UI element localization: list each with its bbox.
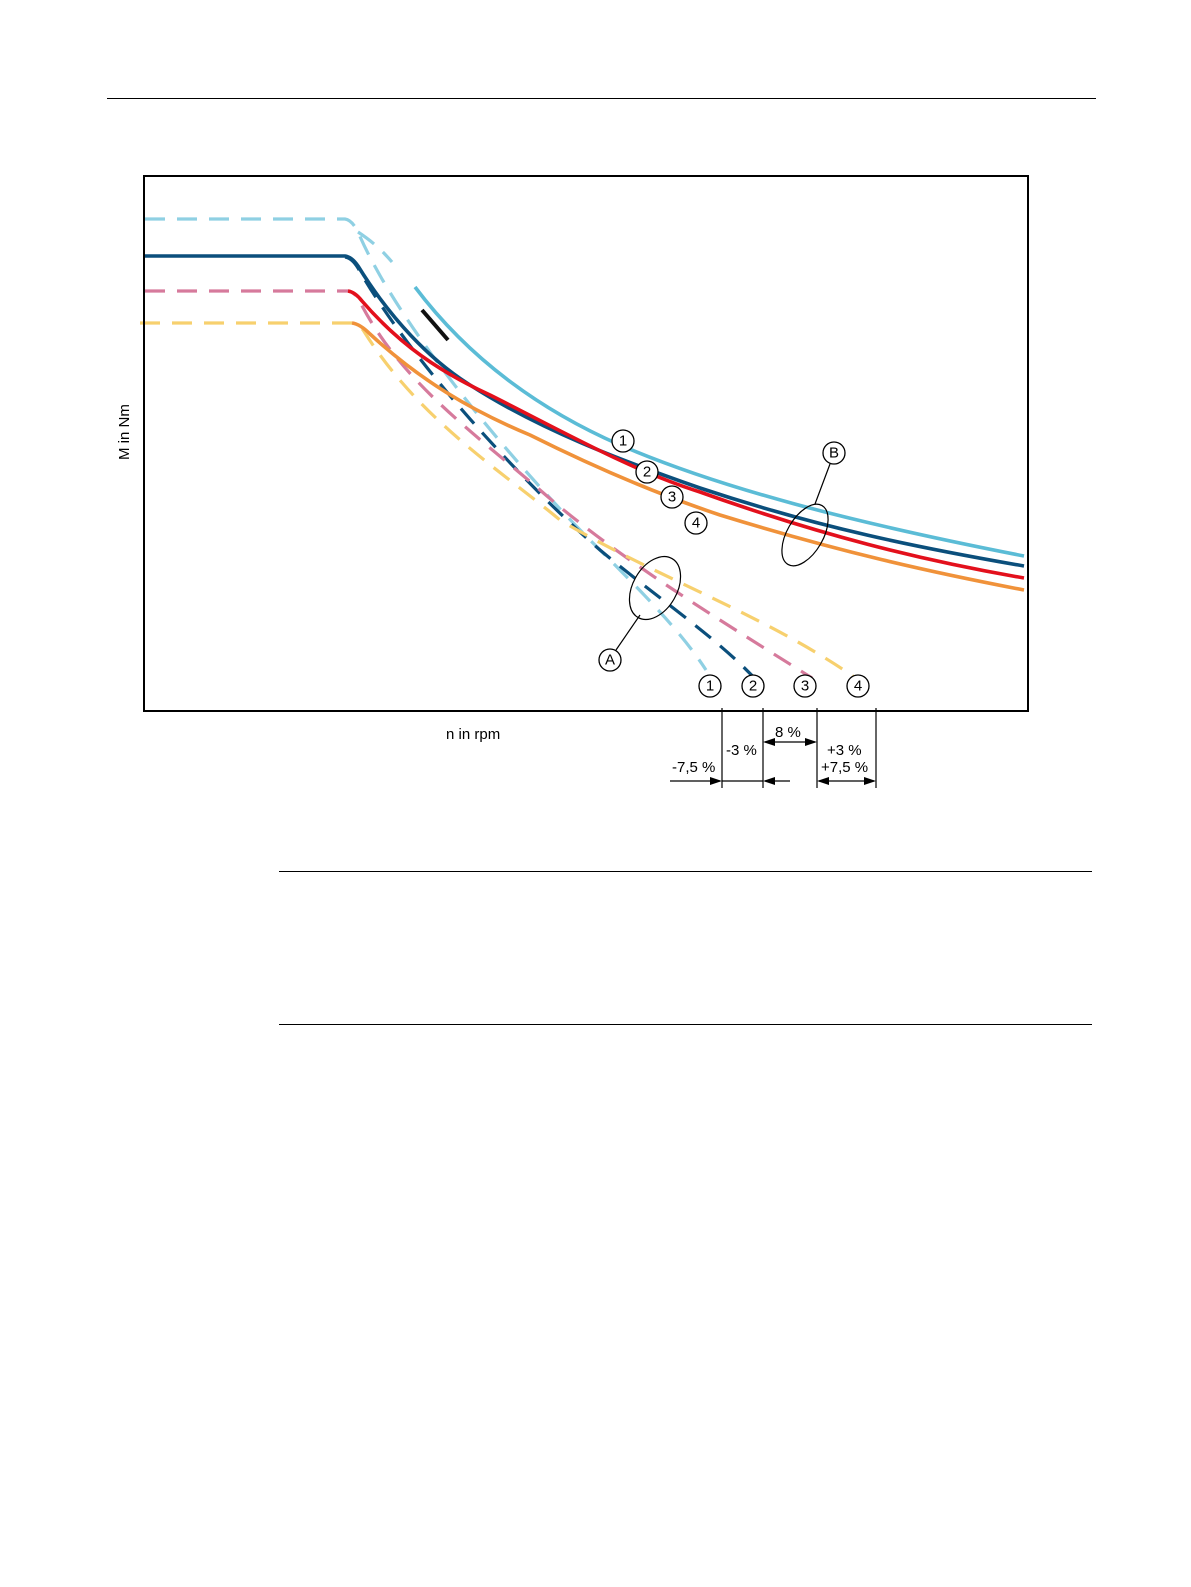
group-b-badge-text: B — [829, 445, 839, 462]
solid-badge-2-text: 2 — [643, 464, 651, 481]
section-rule-top — [279, 871, 1092, 872]
curve-1-dashed-upper — [357, 230, 394, 264]
group-b-marker: B — [781, 441, 846, 567]
solid-badge-3-text: 3 — [668, 489, 676, 506]
section-rule-bottom — [279, 1024, 1092, 1025]
curve-4-solid — [351, 321, 1025, 592]
solid-badge-1-text: 1 — [619, 433, 627, 450]
group-b-leader — [814, 463, 831, 505]
dashed-curve-badges: 1 2 3 4 — [698, 674, 870, 698]
curve-3-solid — [347, 289, 1025, 580]
group-b-badge — [822, 441, 846, 465]
dashed-badge-4 — [846, 674, 870, 698]
curve-1-dashed — [145, 217, 708, 671]
header-rule — [107, 98, 1096, 99]
solid-badge-4-text: 4 — [692, 515, 700, 532]
solid-badge-4 — [684, 511, 708, 535]
deviation-label-m3: -3 % — [726, 742, 757, 759]
group-a-badge — [598, 648, 622, 672]
deviation-label-8: 8 % — [775, 724, 801, 741]
solid-badge-1 — [611, 429, 635, 453]
dashed-badge-2 — [741, 674, 765, 698]
curve-highlight-segment — [420, 308, 450, 342]
group-a-leader — [615, 614, 641, 651]
dashed-badge-1-text: 1 — [706, 678, 714, 695]
group-b-ellipse — [781, 503, 829, 567]
curve-2-solid — [145, 254, 1025, 568]
deviation-label-p3: +3 % — [827, 742, 862, 759]
y-axis-label: M in Nm — [116, 404, 133, 460]
solid-badge-2 — [635, 460, 659, 484]
deviation-label-m75: -7,5 % — [672, 759, 715, 776]
solid-curves — [145, 254, 1025, 592]
dashed-curves — [140, 217, 873, 692]
solid-curve-badges: 1 2 3 4 — [611, 429, 708, 535]
dashed-badge-3 — [793, 674, 817, 698]
curve-3-dashed — [145, 289, 813, 680]
deviation-arrowheads — [710, 738, 876, 785]
solid-badge-3 — [660, 485, 684, 509]
dashed-badge-1 — [698, 674, 722, 698]
dashed-badge-2-text: 2 — [749, 678, 757, 695]
dashed-badge-4-text: 4 — [854, 678, 862, 695]
plot-frame — [143, 175, 1029, 712]
group-a-marker: A — [598, 555, 682, 672]
curve-1-solid — [413, 285, 1025, 558]
x-axis-label: n in rpm — [446, 726, 500, 743]
deviation-label-p75: +7,5 % — [821, 759, 868, 776]
dashed-badge-3-text: 3 — [801, 678, 809, 695]
group-a-badge-text: A — [605, 652, 615, 669]
